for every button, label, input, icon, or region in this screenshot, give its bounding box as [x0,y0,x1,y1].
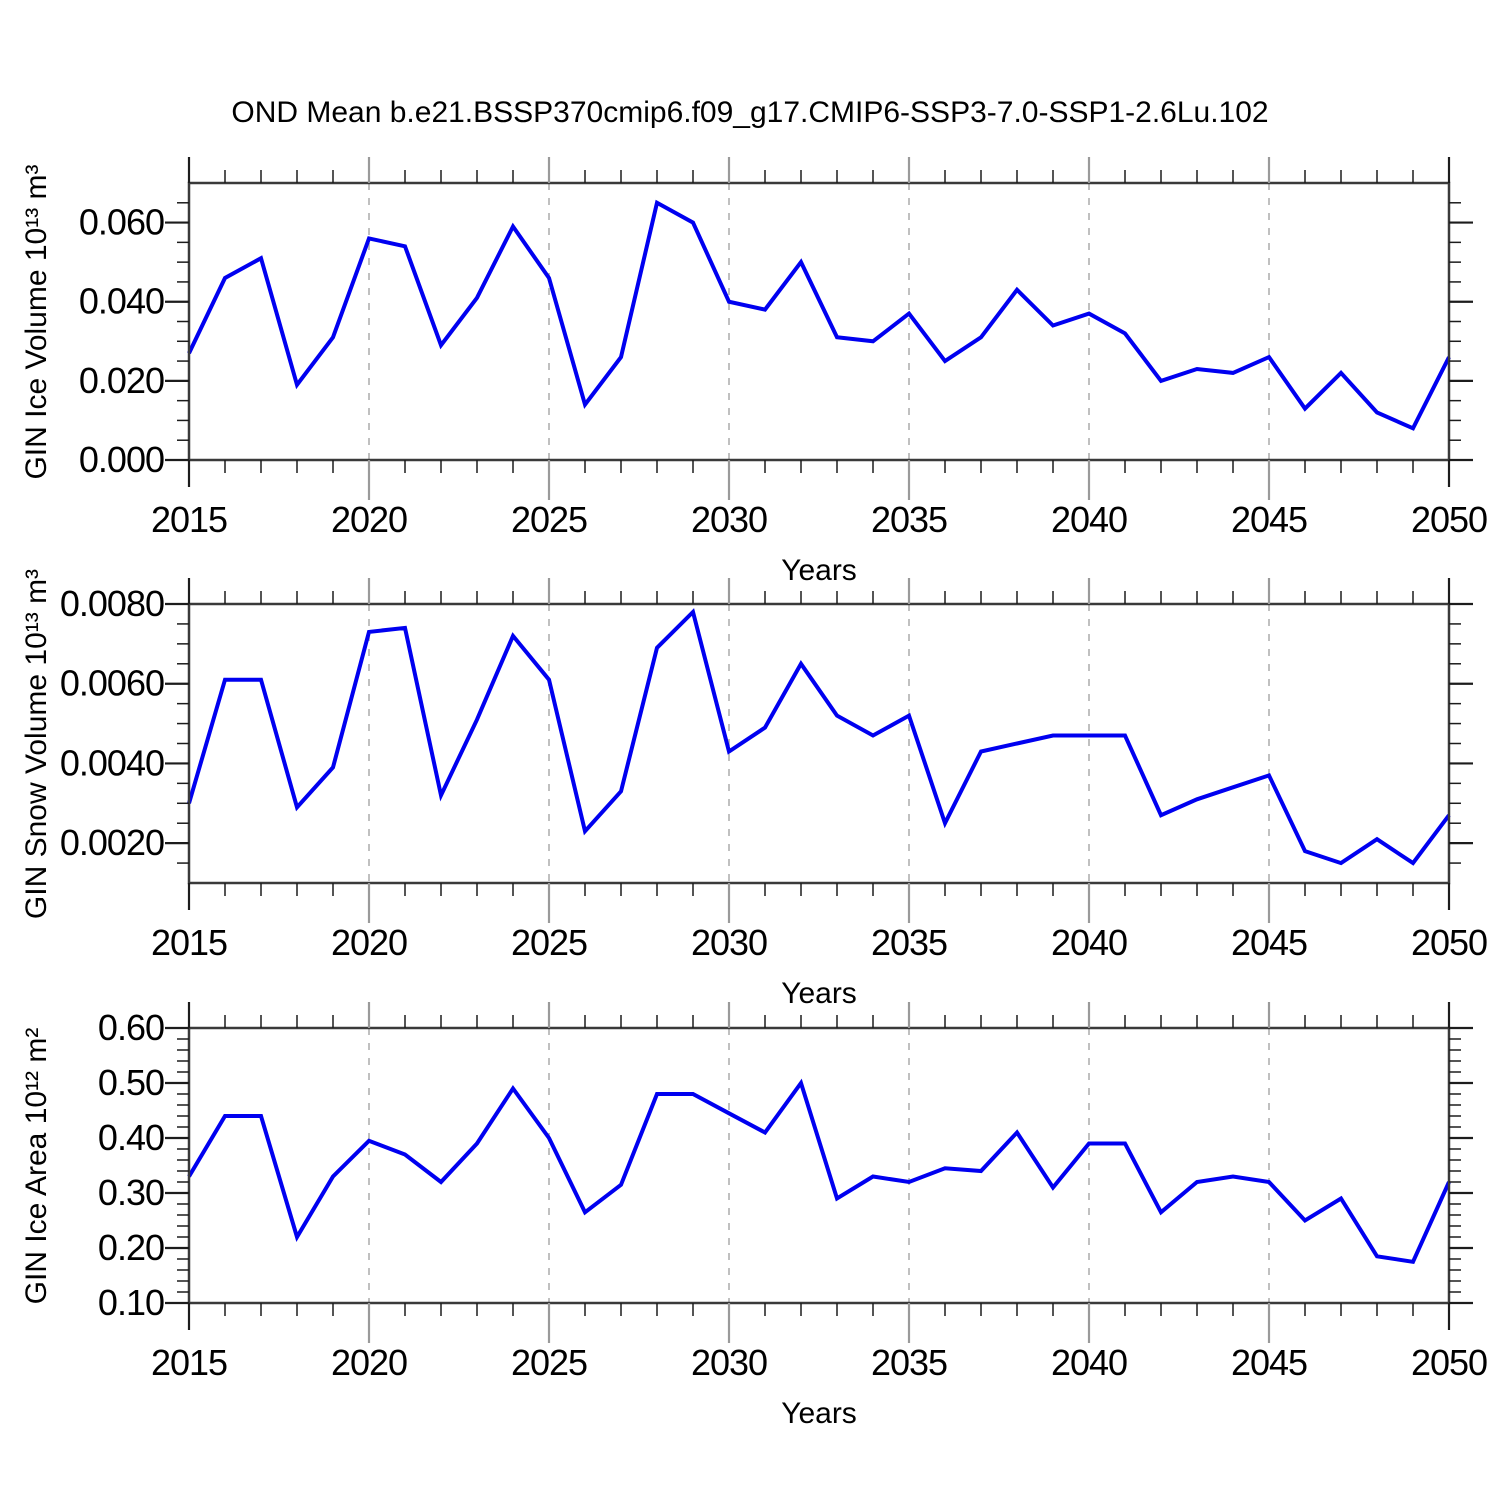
chart-title: OND Mean b.e21.BSSP370cmip6.f09_g17.CMIP… [231,96,1268,129]
x-tick-label: 2040 [1051,922,1127,963]
x-tick-label: 2035 [871,1342,947,1383]
y-axis-title-ice-area: GIN Ice Area 10¹² m² [20,1028,53,1305]
y-tick-label: 0.30 [98,1172,164,1213]
plot-frame [187,181,1451,462]
y-tick-label: 0.0040 [60,742,164,783]
x-axis-title-panel1: Years [781,554,857,587]
x-tick-label: 2050 [1411,499,1487,540]
x-tick-label: 2035 [871,922,947,963]
y-tick-label: 0.20 [98,1227,164,1268]
y-tick-label: 0.000 [79,439,164,480]
x-tick-label: 2015 [151,499,227,540]
series-line-gin-ice-area [187,1078,1451,1265]
series-line-gin-ice-volume [187,199,1451,431]
x-tick-label: 2015 [151,1342,227,1383]
y-tick-label: 0.0060 [60,663,164,704]
x-tick-label: 2020 [331,499,407,540]
x-axis-title-panel3: Years [781,1397,857,1430]
y-tick-label: 0.0080 [60,583,164,624]
y-tick-label: 0.50 [98,1062,164,1103]
panel-gin-ice-volume: 2015 2020 2025 2030 2035 2040 2045 2050 0.000 0.0… [79,157,1488,540]
x-tick-label: 2020 [331,922,407,963]
y-tick-label: 0.10 [98,1282,164,1323]
x-tick-label: 2050 [1411,922,1487,963]
x-tick-label: 2045 [1231,922,1307,963]
plot-frame [187,1026,1451,1305]
y-tick-label: 0.060 [79,202,164,243]
x-tick-label: 2045 [1231,1342,1307,1383]
x-tick-label: 2030 [691,1342,767,1383]
x-tick-label: 2025 [511,1342,587,1383]
x-tick-label: 2045 [1231,499,1307,540]
x-tick-label: 2030 [691,499,767,540]
y-tick-label: 0.0020 [60,822,164,863]
x-tick-label: 2030 [691,922,767,963]
series-line-gin-snow-volume [187,608,1451,866]
x-axis-title-panel2: Years [781,977,857,1010]
y-axis-title-snow-volume: GIN Snow Volume 10¹³ m³ [20,569,53,919]
y-tick-label: 0.020 [79,360,164,401]
y-tick-label: 0.40 [98,1117,164,1158]
x-tick-label: 2040 [1051,499,1127,540]
panel-gin-snow-volume: 2015 2020 2025 2030 2035 2040 2045 2050 0.0020 0.… [60,578,1488,963]
x-tick-label: 2025 [511,922,587,963]
y-axis-title-ice-volume: GIN Ice Volume 10¹³ m³ [20,164,53,479]
x-tick-label: 2025 [511,499,587,540]
x-tick-label: 2050 [1411,1342,1487,1383]
x-tick-label: 2035 [871,499,947,540]
x-tick-label: 2040 [1051,1342,1127,1383]
y-tick-label: 0.60 [98,1007,164,1048]
panel-gin-ice-area: 2015 2020 2025 2030 2035 2040 2045 2050 0.10 0.20… [98,1002,1488,1383]
x-tick-label: 2020 [331,1342,407,1383]
plot-frame [187,602,1451,885]
y-tick-label: 0.040 [79,281,164,322]
x-tick-label: 2015 [151,922,227,963]
